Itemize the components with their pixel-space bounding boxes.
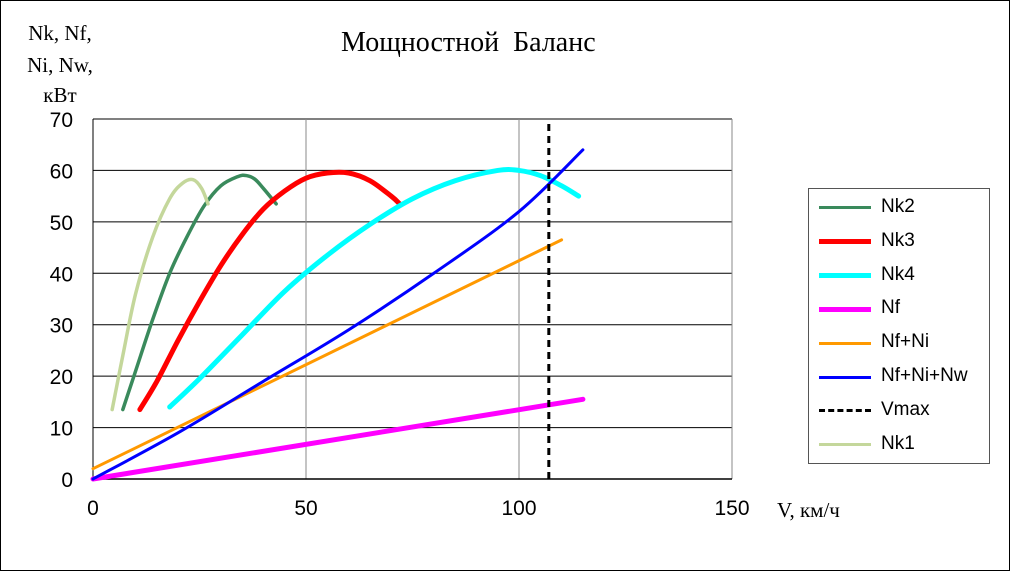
series-line-nk3 bbox=[137, 169, 403, 413]
y-axis-label-line-2: Ni, Nw, bbox=[27, 53, 93, 77]
y-tick-label: 0 bbox=[61, 469, 73, 492]
y-tick-label: 50 bbox=[50, 212, 73, 235]
legend-label: Nf+Ni+Nw bbox=[881, 365, 968, 386]
y-tick-label: 20 bbox=[50, 366, 73, 389]
legend-label: Nf bbox=[881, 297, 900, 319]
y-tick-label: 10 bbox=[50, 418, 73, 441]
legend-swatch bbox=[819, 375, 871, 379]
legend-label: Nk3 bbox=[881, 229, 915, 251]
legend-swatch bbox=[819, 341, 871, 345]
legend-swatch bbox=[819, 442, 871, 446]
legend-item: Nk4 bbox=[819, 263, 989, 286]
legend-label: Vmax bbox=[881, 398, 930, 420]
legend-label: Nf+Ni bbox=[881, 331, 930, 353]
series-line-nk4 bbox=[167, 166, 582, 410]
legend-swatch bbox=[819, 409, 871, 413]
legend-item: Nf bbox=[819, 297, 989, 319]
x-tick-label: 150 bbox=[714, 497, 749, 520]
series-line-nk2 bbox=[121, 173, 278, 412]
legend-label: Nk4 bbox=[881, 263, 915, 285]
legend-swatch bbox=[819, 273, 871, 279]
legend-item: Nk3 bbox=[819, 229, 989, 252]
legend-item: Nk2 bbox=[819, 196, 989, 218]
legend-item: Nf+Ni bbox=[819, 331, 989, 353]
legend-item: Nk1 bbox=[819, 432, 989, 455]
series-line-nk1 bbox=[110, 177, 210, 412]
y-tick-label: 30 bbox=[50, 315, 73, 338]
legend-label: Nk1 bbox=[881, 432, 915, 454]
legend-label: Nk2 bbox=[881, 196, 915, 217]
x-axis-label: V, км/ч bbox=[777, 498, 840, 522]
y-tick-label: 60 bbox=[50, 160, 73, 183]
legend-swatch bbox=[819, 239, 871, 245]
y-tick-label: 40 bbox=[50, 263, 73, 286]
legend-swatch bbox=[819, 306, 871, 312]
y-tick-label: 70 bbox=[50, 109, 73, 132]
series-line-nf-ni-nw bbox=[91, 148, 585, 481]
y-axis-label-line-3: кВт bbox=[43, 83, 77, 107]
legend-item: Vmax bbox=[819, 398, 989, 421]
y-axis-label-line-1: Nk, Nf, bbox=[28, 21, 92, 45]
legend-item: Nf+Ni+Nw bbox=[819, 365, 989, 387]
legend-swatch bbox=[819, 206, 871, 210]
chart-title: Мощностной Баланс bbox=[341, 27, 596, 58]
x-tick-label: 100 bbox=[501, 497, 536, 520]
series-line-nf-ni bbox=[91, 238, 564, 471]
legend: Nk2 Nk3 Nk4 Nf Nf+Ni Nf+Ni+Nw Vmax Nk1 bbox=[808, 188, 990, 464]
x-tick-label: 50 bbox=[294, 497, 317, 520]
x-tick-label: 0 bbox=[87, 497, 99, 520]
series-line-nf bbox=[90, 396, 586, 482]
